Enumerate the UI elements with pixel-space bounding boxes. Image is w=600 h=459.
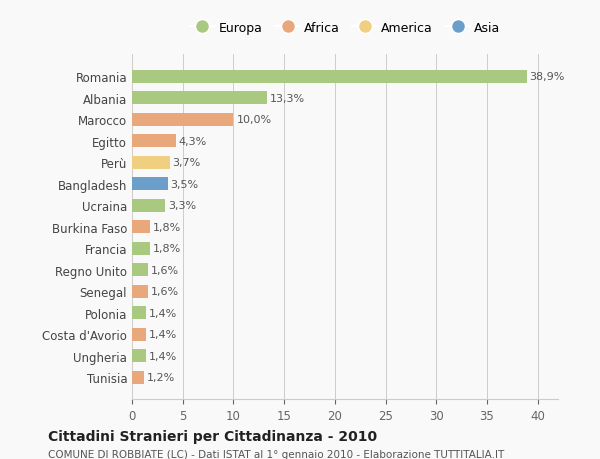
Text: 1,6%: 1,6% [151,265,179,275]
Text: Cittadini Stranieri per Cittadinanza - 2010: Cittadini Stranieri per Cittadinanza - 2… [48,429,377,443]
Text: 1,4%: 1,4% [149,308,178,318]
Text: 13,3%: 13,3% [270,94,305,104]
Text: 1,6%: 1,6% [151,286,179,297]
Bar [132,157,170,169]
Bar [132,92,267,105]
Bar [132,178,167,191]
Text: 4,3%: 4,3% [179,136,207,146]
Legend: Europa, Africa, America, Asia: Europa, Africa, America, Asia [185,17,505,39]
Bar [132,285,148,298]
Bar [132,242,150,255]
Bar [132,113,233,127]
Bar [132,199,166,212]
Bar [132,263,148,276]
Text: 10,0%: 10,0% [236,115,272,125]
Text: 3,3%: 3,3% [169,201,197,211]
Bar [132,328,146,341]
Bar [132,221,150,234]
Text: 1,4%: 1,4% [149,351,178,361]
Text: 3,5%: 3,5% [170,179,199,189]
Bar [132,71,527,84]
Text: 3,7%: 3,7% [173,158,201,168]
Bar [132,371,144,384]
Text: 38,9%: 38,9% [530,72,565,82]
Bar [132,135,176,148]
Text: 1,8%: 1,8% [154,244,182,254]
Bar [132,349,146,362]
Text: 1,8%: 1,8% [154,222,182,232]
Text: COMUNE DI ROBBIATE (LC) - Dati ISTAT al 1° gennaio 2010 - Elaborazione TUTTITALI: COMUNE DI ROBBIATE (LC) - Dati ISTAT al … [48,449,504,459]
Text: 1,2%: 1,2% [147,372,175,382]
Text: 1,4%: 1,4% [149,330,178,339]
Bar [132,307,146,319]
